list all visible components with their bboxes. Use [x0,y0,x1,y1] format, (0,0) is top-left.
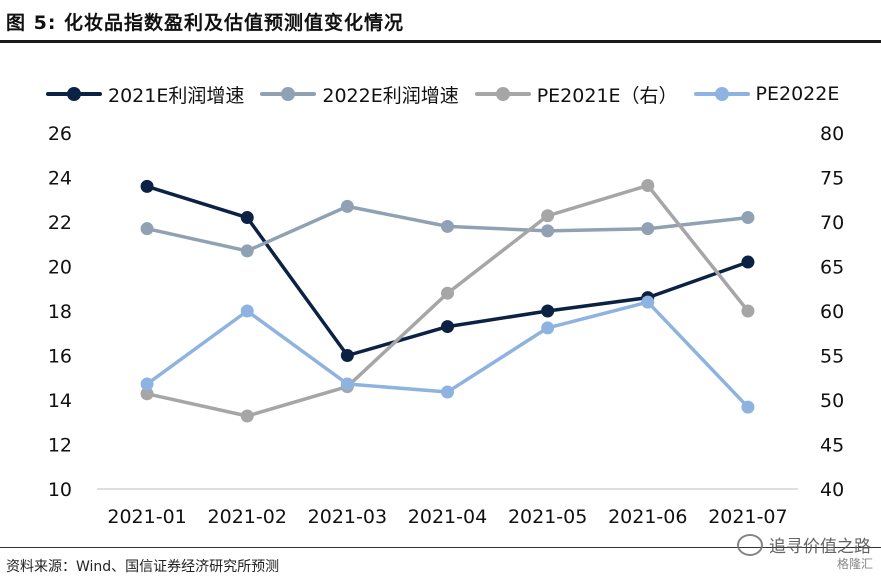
series-1-point [441,320,454,334]
y-right-tick-label: 80 [820,123,844,145]
y-left-tick-label: 26 [48,123,72,145]
y-left-tick-label: 20 [48,257,72,279]
title-rule [0,40,881,43]
source-note: 资料来源：Wind、国信证券经济研究所预测 [6,559,280,575]
y-left-tick-label: 24 [48,168,72,190]
x-tick-label: 2021-03 [308,506,387,528]
series-4-point [140,377,154,391]
legend-swatch-series3 [474,87,531,101]
series-4-point [240,304,254,318]
x-tick-label: 2021-01 [107,506,186,528]
x-tick-label: 2021-02 [208,506,287,528]
series-layer [140,179,755,423]
legend-item-series4: PE2022E [693,83,840,105]
y-right-tick-label: 70 [820,212,844,234]
legend-item-series2: 2022E利润增速 [260,81,459,108]
series-1-point [240,211,254,225]
legend-swatch-series2 [260,87,317,101]
series-3-point [541,209,555,223]
series-2-point [741,211,755,225]
y-left-tick-label: 10 [48,479,72,501]
legend-label-series4: PE2022E [755,83,840,105]
series-2-point [140,222,154,236]
figure-title: 图 5: 化妆品指数盈利及估值预测值变化情况 [6,12,405,34]
watermark-logo: 格隆汇 [836,557,873,571]
series-1-point [340,349,354,362]
y-right-tick-label: 75 [820,168,844,190]
series-4-point [741,400,755,414]
series-4-point [541,321,555,335]
axis-layer: 2021-01 2021-02 2021-03 2021-04 2021-05 2021-… [48,123,844,528]
wechat-icon [737,533,763,556]
y-left-tick-label: 22 [48,212,72,234]
y-right-tick-label: 45 [820,435,844,457]
x-tick-label: 2021-06 [608,506,687,528]
series-4-point [641,295,655,309]
y-left-tick-label: 16 [48,346,72,368]
legend-label-series2: 2022E利润增速 [322,84,459,107]
y-right-tick-label: 40 [820,479,844,501]
legend-item-series3: PE2021E（右） [474,81,678,108]
series-2-point [240,244,254,258]
series-4-point [340,377,354,391]
series-3-point [741,304,755,318]
y-left-tick-label: 12 [48,435,72,457]
y-right-tick-label: 65 [820,257,844,279]
legend-swatch-series4 [693,87,750,101]
series-1-point [541,304,555,318]
x-tick-label: 2021-04 [408,506,487,528]
series-1-point [140,179,154,193]
series-1-point [741,255,755,269]
y-right-tick-label: 50 [820,390,844,412]
bottom-rule [0,547,881,548]
y-right-tick-label: 55 [820,346,844,368]
series-2-point [340,199,354,213]
series-3-point [240,409,254,423]
x-tick-label: 2021-05 [508,506,587,528]
legend-swatch-series1 [46,87,102,101]
y-left-tick-label: 14 [48,390,72,412]
series-4-point [441,385,454,399]
x-tick-label: 2021-07 [708,506,787,528]
series-2-point [441,219,454,233]
y-left-tick-label: 18 [48,301,72,323]
series-3-point [441,286,454,300]
series-3-point [140,387,154,401]
legend-label-series3: PE2021E（右） [536,84,678,107]
y-right-tick-label: 60 [820,301,844,323]
chart-legend: 2021E利润增速 2022E利润增速 PE2021E（右） PE2022E [46,80,855,108]
series-2-point [641,222,655,236]
line-chart: 2021-01 2021-02 2021-03 2021-04 2021-05 2021-… [48,123,844,528]
series-2-point [541,224,555,238]
watermark-text: 追寻价值之路 [769,537,871,557]
watermark: 追寻价值之路 [737,532,871,557]
legend-label-series1: 2021E利润增速 [108,84,245,107]
series-3-point [641,179,655,193]
legend-item-series1: 2021E利润增速 [46,81,244,108]
title-bar: 图 5: 化妆品指数盈利及估值预测值变化情况 [0,0,881,44]
